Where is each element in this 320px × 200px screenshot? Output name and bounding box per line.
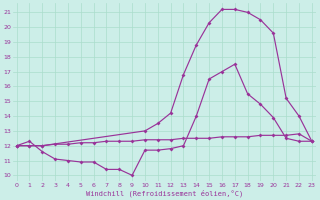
X-axis label: Windchill (Refroidissement éolien,°C): Windchill (Refroidissement éolien,°C) bbox=[85, 189, 243, 197]
